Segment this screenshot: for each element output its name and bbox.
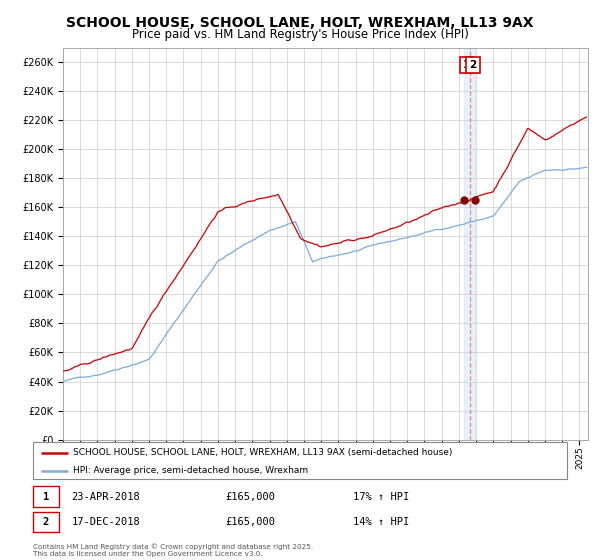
Bar xyxy=(464,48,475,440)
Text: Contains HM Land Registry data © Crown copyright and database right 2025.
This d: Contains HM Land Registry data © Crown c… xyxy=(33,544,313,557)
Text: 1: 1 xyxy=(463,60,470,70)
Text: 17-DEC-2018: 17-DEC-2018 xyxy=(71,517,140,527)
Text: 1: 1 xyxy=(43,492,49,502)
Text: HPI: Average price, semi-detached house, Wrexham: HPI: Average price, semi-detached house,… xyxy=(73,466,308,475)
Text: Price paid vs. HM Land Registry's House Price Index (HPI): Price paid vs. HM Land Registry's House … xyxy=(131,28,469,41)
FancyBboxPatch shape xyxy=(33,512,59,533)
Text: 17% ↑ HPI: 17% ↑ HPI xyxy=(353,492,410,502)
Text: £165,000: £165,000 xyxy=(225,517,275,527)
Text: SCHOOL HOUSE, SCHOOL LANE, HOLT, WREXHAM, LL13 9AX (semi-detached house): SCHOOL HOUSE, SCHOOL LANE, HOLT, WREXHAM… xyxy=(73,448,452,457)
Text: 14% ↑ HPI: 14% ↑ HPI xyxy=(353,517,410,527)
Text: 2: 2 xyxy=(469,60,476,70)
Text: 2: 2 xyxy=(43,517,49,527)
Text: £165,000: £165,000 xyxy=(225,492,275,502)
Text: SCHOOL HOUSE, SCHOOL LANE, HOLT, WREXHAM, LL13 9AX: SCHOOL HOUSE, SCHOOL LANE, HOLT, WREXHAM… xyxy=(66,16,534,30)
FancyBboxPatch shape xyxy=(33,486,59,507)
Text: 23-APR-2018: 23-APR-2018 xyxy=(71,492,140,502)
